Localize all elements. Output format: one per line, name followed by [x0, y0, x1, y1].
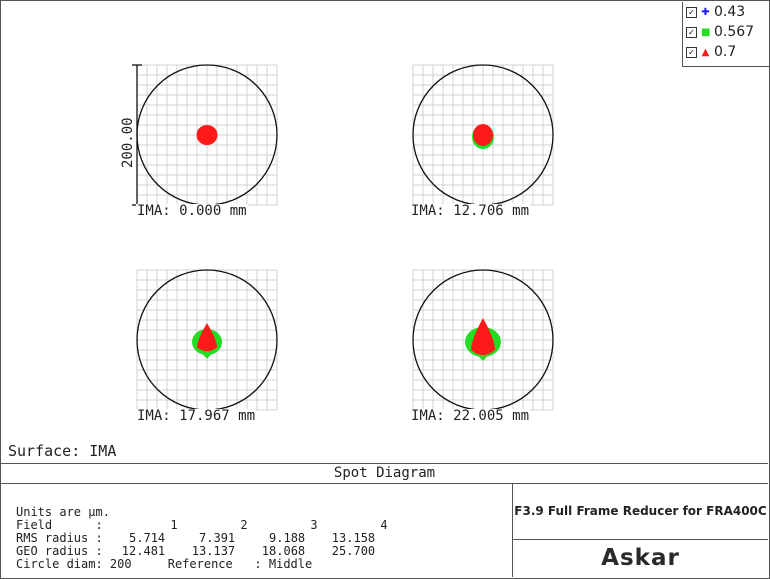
checkbox-icon[interactable]: ✓ [686, 46, 697, 58]
square-marker-icon: ■ [701, 26, 711, 38]
spot-red [471, 318, 495, 355]
legend-item-0.567[interactable]: ✓ ■ 0.567 [683, 22, 769, 42]
legend-label: 0.567 [714, 24, 755, 40]
ima-label-field-2: IMA: 12.706 mm [410, 203, 531, 219]
legend-item-0.7[interactable]: ✓ ▲ 0.7 [683, 42, 769, 62]
triangle-marker-icon: ▲ [701, 46, 710, 58]
scale-bar-label: 200.00 [120, 117, 136, 168]
spot-red [473, 124, 493, 146]
ima-label-field-3: IMA: 17.967 mm [136, 408, 257, 424]
divider [1, 463, 768, 464]
askar-logo: Askar [601, 545, 680, 571]
legend: ✓ ✚ 0.43 ✓ ■ 0.567 ✓ ▲ 0.7 [682, 2, 769, 67]
rms-row: RMS radius : 5.714 7.391 9.188 13.158 [16, 531, 376, 545]
circle-diam-text: Circle diam: 200 [16, 557, 132, 571]
surface-label: Surface: IMA [8, 442, 117, 460]
legend-label: 0.7 [714, 44, 737, 60]
divider [512, 539, 768, 540]
spot-red [196, 125, 218, 145]
legend-label: 0.43 [714, 4, 746, 20]
spot-red [197, 323, 217, 352]
checkbox-icon[interactable]: ✓ [686, 6, 697, 18]
divider [512, 483, 513, 577]
plus-marker-icon: ✚ [701, 6, 710, 18]
divider [1, 483, 768, 484]
checkbox-icon[interactable]: ✓ [686, 26, 697, 38]
product-name: F3.9 Full Frame Reducer for FRA400C [514, 504, 767, 518]
ima-label-field-4: IMA: 22.005 mm [410, 408, 531, 424]
diagram-title: Spot Diagram [333, 465, 436, 481]
geo-row: GEO radius : 12.481 13.137 18.068 25.700 [16, 544, 376, 558]
spot-plot-area [132, 64, 554, 411]
units-text: Units are µm. [16, 505, 110, 519]
reference-text: Reference : Middle [167, 557, 313, 571]
ima-label-field-1: IMA: 0.000 mm [136, 203, 248, 219]
legend-item-0.43[interactable]: ✓ ✚ 0.43 [683, 2, 769, 22]
